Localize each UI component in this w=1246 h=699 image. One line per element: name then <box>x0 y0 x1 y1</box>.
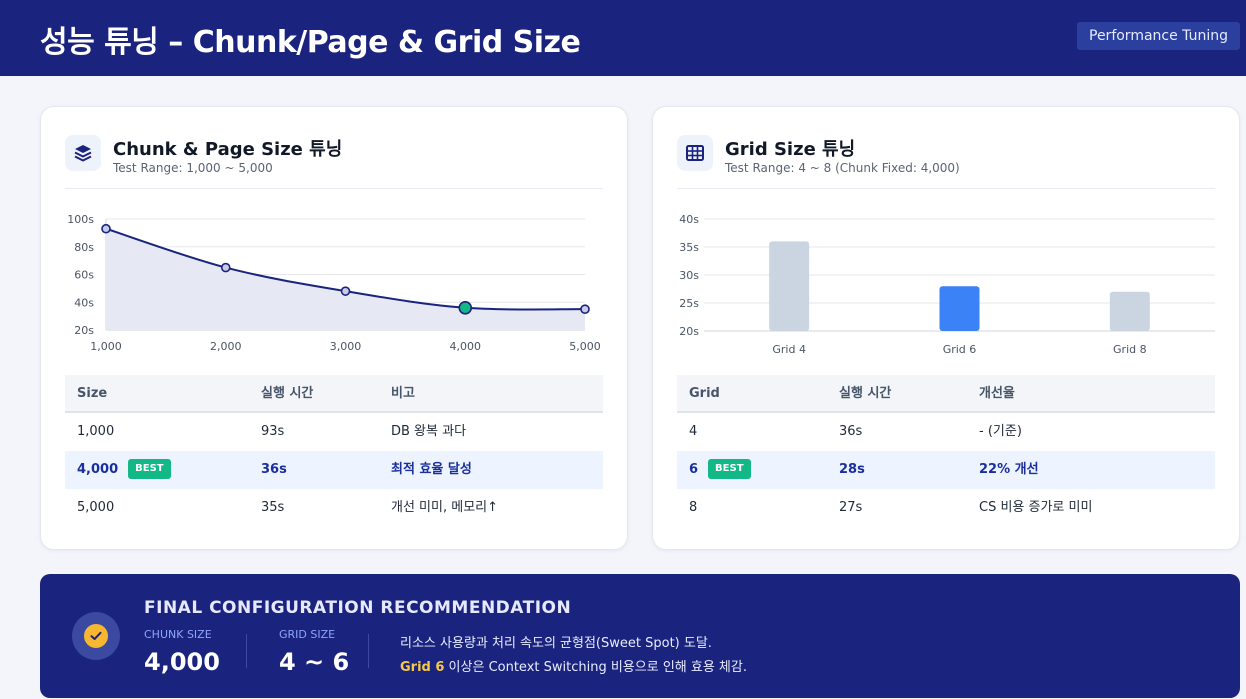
y-tick-label: 20s <box>679 325 699 338</box>
table-header-improvement: 개선율 <box>979 386 1015 401</box>
table-row: 8 27s CS 비용 증가로 미미 <box>677 489 1215 527</box>
divider <box>246 634 247 668</box>
row-time: 35s <box>261 500 285 515</box>
table-header-grid: Grid <box>689 386 720 401</box>
data-point <box>580 304 590 314</box>
grid-card-title: Grid Size 튜닝 <box>725 139 856 160</box>
grid-card-subtitle: Test Range: 4 ~ 8 (Chunk Fixed: 4,000) <box>725 161 960 175</box>
y-tick-label: 40s <box>679 213 699 226</box>
bar <box>769 241 810 331</box>
chunk-card-header: Chunk & Page Size 튜닝 Test Range: 1,000 ~… <box>65 135 603 189</box>
row-note: CS 비용 증가로 미미 <box>979 500 1093 515</box>
row-note: 22% 개선 <box>979 462 1039 477</box>
bar <box>1109 291 1150 331</box>
final-recommendation-panel: FINAL CONFIGURATION RECOMMENDATION CHUNK… <box>40 574 1240 698</box>
x-tick-label: Grid 8 <box>1113 343 1147 356</box>
layers-icon <box>65 135 101 171</box>
row-size: 1,000 <box>77 424 115 439</box>
grid-size-card: Grid Size 튜닝 Test Range: 4 ~ 8 (Chunk Fi… <box>652 106 1240 550</box>
final-title: FINAL CONFIGURATION RECOMMENDATION <box>144 598 572 618</box>
chunk-line-chart: 20s 40s 60s 80s 100s 1,000 2,000 3,000 4,000 5,00… <box>65 205 605 365</box>
row-time: 36s <box>839 424 863 439</box>
y-tick-label: 40s <box>74 296 94 309</box>
row-time: 28s <box>839 462 865 477</box>
grid-table-icon <box>677 135 713 171</box>
x-tick-label: Grid 6 <box>943 343 977 356</box>
page-title: 성능 튜닝 – Chunk/Page & Grid Size <box>40 25 581 60</box>
y-tick-label: 100s <box>67 213 94 226</box>
row-note: 개선 미미, 메모리↑ <box>391 500 499 515</box>
recommendation-line-1: 리소스 사용량과 처리 속도의 균형점(Sweet Spot) 도달. <box>400 636 712 651</box>
row-size-value: 4,000 <box>77 462 119 477</box>
recommendation-line-2: Grid 6 이상은 Context Switching 비용으로 인해 효용 … <box>400 656 747 675</box>
x-tick-label: 3,000 <box>330 340 362 353</box>
table-header-row: Size 실행 시간 비고 <box>65 375 603 413</box>
grid-6-highlight: Grid 6 <box>400 660 445 675</box>
table-header-time: 실행 시간 <box>839 386 892 401</box>
y-tick-label: 35s <box>679 241 699 254</box>
chunk-table: Size 실행 시간 비고 1,000 93s DB 왕복 과다 4,000 BE… <box>65 375 603 527</box>
x-tick-label: 5,000 <box>569 340 601 353</box>
y-tick-label: 80s <box>74 241 94 254</box>
table-header-row: Grid 실행 시간 개선율 <box>677 375 1215 413</box>
row-time: 27s <box>839 500 863 515</box>
best-badge: BEST <box>708 458 751 479</box>
chunk-size-label: CHUNK SIZE <box>144 628 212 641</box>
table-header-time: 실행 시간 <box>261 386 314 401</box>
grid-size-value: 4 ~ 6 <box>279 648 350 676</box>
bar-highlight <box>939 286 980 331</box>
table-header-note: 비고 <box>391 386 415 401</box>
row-note: DB 왕복 과다 <box>391 424 467 439</box>
x-tick-label: Grid 4 <box>772 343 806 356</box>
performance-tuning-tag: Performance Tuning <box>1077 22 1240 50</box>
check-circle-icon <box>72 612 120 660</box>
chunk-size-value: 4,000 <box>144 648 220 676</box>
row-size-best: 4,000 BEST <box>77 451 171 489</box>
data-point-highlight <box>458 301 473 315</box>
row-grid: 4 <box>689 424 698 439</box>
row-time: 36s <box>261 462 287 477</box>
table-row: 5,000 35s 개선 미미, 메모리↑ <box>65 489 603 527</box>
row-note: 최적 효율 달성 <box>391 462 472 477</box>
table-header-size: Size <box>77 386 108 401</box>
data-point <box>220 262 231 273</box>
page-header: 성능 튜닝 – Chunk/Page & Grid Size Performan… <box>0 0 1246 76</box>
y-tick-label: 60s <box>74 269 94 282</box>
data-point <box>101 223 111 234</box>
chunk-card-subtitle: Test Range: 1,000 ~ 5,000 <box>113 161 273 175</box>
y-tick-label: 20s <box>74 324 94 337</box>
y-tick-label: 25s <box>679 297 699 310</box>
data-point <box>340 286 351 296</box>
row-size: 5,000 <box>77 500 115 515</box>
row-note: - (기준) <box>979 424 1022 439</box>
chunk-line-chart-svg: 20s 40s 60s 80s 100s 1,000 2,000 3,000 4,000 5,00… <box>67 213 601 353</box>
row-grid-value: 6 <box>689 462 699 477</box>
divider <box>368 634 369 668</box>
table-row: 1,000 93s DB 왕복 과다 <box>65 413 603 451</box>
chunk-page-card: Chunk & Page Size 튜닝 Test Range: 1,000 ~… <box>40 106 628 550</box>
x-tick-label: 4,000 <box>450 340 482 353</box>
grid-bar-chart-svg: 20s 25s 30s 35s 40s Grid 4 Grid 6 Grid 8 <box>679 213 1215 356</box>
x-tick-label: 2,000 <box>210 340 242 353</box>
table-row-best: 6 BEST 28s 22% 개선 <box>677 451 1215 489</box>
row-grid-best: 6 BEST <box>689 451 751 489</box>
grid-bar-chart: 20s 25s 30s 35s 40s Grid 4 Grid 6 Grid 8 <box>677 205 1217 365</box>
chunk-card-title: Chunk & Page Size 튜닝 <box>113 139 343 160</box>
y-tick-label: 30s <box>679 269 699 282</box>
table-row-best: 4,000 BEST 36s 최적 효율 달성 <box>65 451 603 489</box>
area-fill <box>106 228 585 330</box>
best-badge: BEST <box>128 458 171 479</box>
grid-card-header: Grid Size 튜닝 Test Range: 4 ~ 8 (Chunk Fi… <box>677 135 1215 189</box>
row-grid: 8 <box>689 500 698 515</box>
x-tick-label: 1,000 <box>90 340 122 353</box>
grid-size-label: GRID SIZE <box>279 628 336 641</box>
table-row: 4 36s - (기준) <box>677 413 1215 451</box>
line-2-rest: 이상은 Context Switching 비용으로 인해 효용 체감. <box>444 660 747 675</box>
grid-table: Grid 실행 시간 개선율 4 36s - (기준) 6 BEST 28s 22… <box>677 375 1215 527</box>
row-time: 93s <box>261 424 285 439</box>
